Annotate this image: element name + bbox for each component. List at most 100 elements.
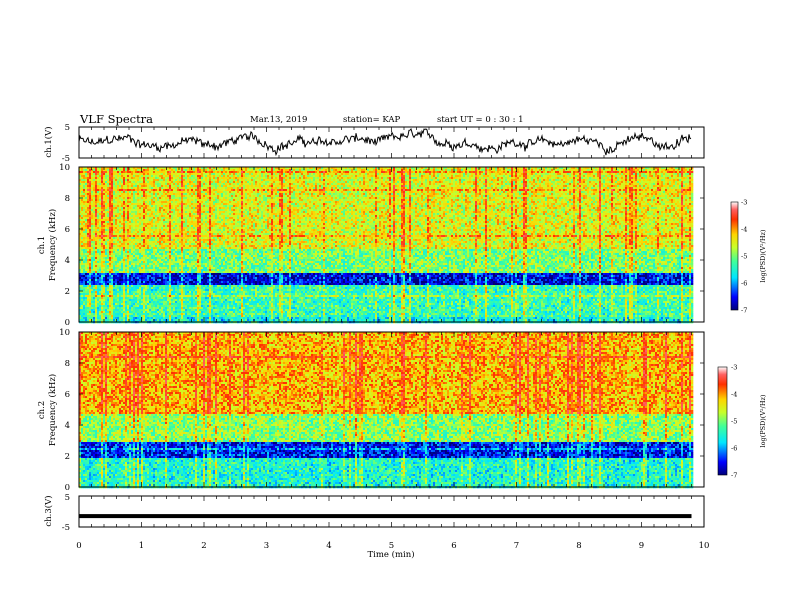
spectrogram-cell bbox=[527, 175, 529, 177]
spectrogram-cell bbox=[457, 171, 459, 173]
spectrogram-cell bbox=[437, 169, 439, 171]
spectrogram-cell bbox=[227, 181, 229, 183]
spectrogram-cell bbox=[153, 175, 155, 177]
spectrogram-cell bbox=[509, 171, 511, 173]
spectrogram-cell bbox=[337, 181, 339, 183]
spectrogram-cell bbox=[461, 181, 463, 183]
spectrogram-cell bbox=[665, 181, 667, 183]
spectrogram-cell bbox=[543, 175, 545, 177]
spectrogram-cell bbox=[195, 175, 197, 177]
spectrogram-cell bbox=[279, 173, 281, 175]
spectrogram-cell bbox=[443, 177, 445, 179]
spectrogram-cell bbox=[119, 173, 121, 175]
spectrogram-cell bbox=[601, 171, 603, 173]
spectrogram-cell bbox=[559, 173, 561, 175]
spectrogram-cell bbox=[571, 177, 573, 179]
spectrogram-cell bbox=[195, 177, 197, 179]
spectrogram-cell bbox=[583, 181, 585, 183]
spectrogram-cell bbox=[297, 171, 299, 173]
spectrogram-cell bbox=[273, 171, 275, 173]
spectrogram-cell bbox=[537, 173, 539, 175]
spectrogram-cell bbox=[195, 183, 197, 185]
spectrogram-cell bbox=[647, 177, 649, 179]
spectrogram-cell bbox=[497, 177, 499, 179]
spectrogram-cell bbox=[315, 171, 317, 173]
spectrogram-cell bbox=[541, 181, 543, 183]
spectrogram-cell bbox=[469, 181, 471, 183]
spectrogram-cell bbox=[375, 175, 377, 177]
spectrogram-cell bbox=[625, 173, 627, 175]
spectrogram-cell bbox=[151, 183, 153, 185]
spectrogram-cell bbox=[421, 183, 423, 185]
spectrogram-cell bbox=[111, 179, 113, 181]
spectrogram-cell bbox=[643, 173, 645, 175]
spectrogram-cell bbox=[181, 177, 183, 179]
spectrogram-cell bbox=[575, 169, 577, 171]
spectrogram-cell bbox=[573, 175, 575, 177]
spectrogram-cell bbox=[159, 175, 161, 177]
spectrogram-cell bbox=[257, 173, 259, 175]
spectrogram-cell bbox=[121, 169, 123, 171]
spectrogram-cell bbox=[103, 177, 105, 179]
spectrogram-cell bbox=[165, 183, 167, 185]
spectrogram-cell bbox=[151, 173, 153, 175]
spectrogram-cell bbox=[467, 175, 469, 177]
spectrogram-cell bbox=[95, 173, 97, 175]
spectrogram-cell bbox=[305, 169, 307, 171]
spectrogram-cell bbox=[281, 175, 283, 177]
spectrogram-cell bbox=[607, 171, 609, 173]
spectrogram-cell bbox=[661, 181, 663, 183]
spectrogram-cell bbox=[469, 179, 471, 181]
spectrogram-cell bbox=[389, 183, 391, 185]
spectrogram-cell bbox=[491, 177, 493, 179]
spectrogram-cell bbox=[305, 179, 307, 181]
spectrogram-cell bbox=[211, 175, 213, 177]
spectrogram-cell bbox=[363, 171, 365, 173]
spectrogram-cell bbox=[259, 175, 261, 177]
spectrogram-cell bbox=[163, 177, 165, 179]
spectrogram-cell bbox=[521, 169, 523, 171]
spectrogram-cell bbox=[663, 175, 665, 177]
spectrogram-cell bbox=[301, 183, 303, 185]
spectrogram-cell bbox=[175, 177, 177, 179]
spectrogram-cell bbox=[163, 181, 165, 183]
spectrogram-cell bbox=[569, 173, 571, 175]
spectrogram-cell bbox=[475, 173, 477, 175]
spectrogram-cell bbox=[177, 181, 179, 183]
spectrogram-cell bbox=[247, 173, 249, 175]
spectrogram-cell bbox=[391, 183, 393, 185]
spectrogram-cell bbox=[387, 179, 389, 181]
spectrogram-cell bbox=[505, 173, 507, 175]
spectrogram-cell bbox=[503, 171, 505, 173]
spectrogram-cell bbox=[365, 179, 367, 181]
spectrogram-cell bbox=[625, 179, 627, 181]
spectrogram-cell bbox=[583, 177, 585, 179]
spectrogram-cell bbox=[673, 169, 675, 171]
spectrogram-cell bbox=[143, 173, 145, 175]
spectrogram-cell bbox=[525, 173, 527, 175]
spectrogram-cell bbox=[157, 181, 159, 183]
spectrogram-cell bbox=[621, 179, 623, 181]
spectrogram-cell bbox=[631, 181, 633, 183]
spectrogram-cell bbox=[469, 177, 471, 179]
spectrogram-cell bbox=[605, 169, 607, 171]
spectrogram-cell bbox=[401, 179, 403, 181]
spectrogram-cell bbox=[629, 171, 631, 173]
spectrogram-cell bbox=[513, 173, 515, 175]
spectrogram-cell bbox=[403, 173, 405, 175]
spectrogram-cell bbox=[551, 171, 553, 173]
spectrogram-cell bbox=[417, 181, 419, 183]
spectrogram-cell bbox=[553, 179, 555, 181]
spectrogram-cell bbox=[529, 177, 531, 179]
spectrogram-cell bbox=[225, 171, 227, 173]
spectrogram-cell bbox=[555, 171, 557, 173]
spectrogram-cell bbox=[407, 183, 409, 185]
spectrogram-cell bbox=[447, 183, 449, 185]
spectrogram-cell bbox=[561, 171, 563, 173]
spectrogram-cell bbox=[555, 173, 557, 175]
spectrogram-cell bbox=[179, 171, 181, 173]
spectrogram-cell bbox=[407, 171, 409, 173]
spectrogram-cell bbox=[475, 171, 477, 173]
spectrogram-cell bbox=[201, 181, 203, 183]
spectrogram-cell bbox=[351, 183, 353, 185]
